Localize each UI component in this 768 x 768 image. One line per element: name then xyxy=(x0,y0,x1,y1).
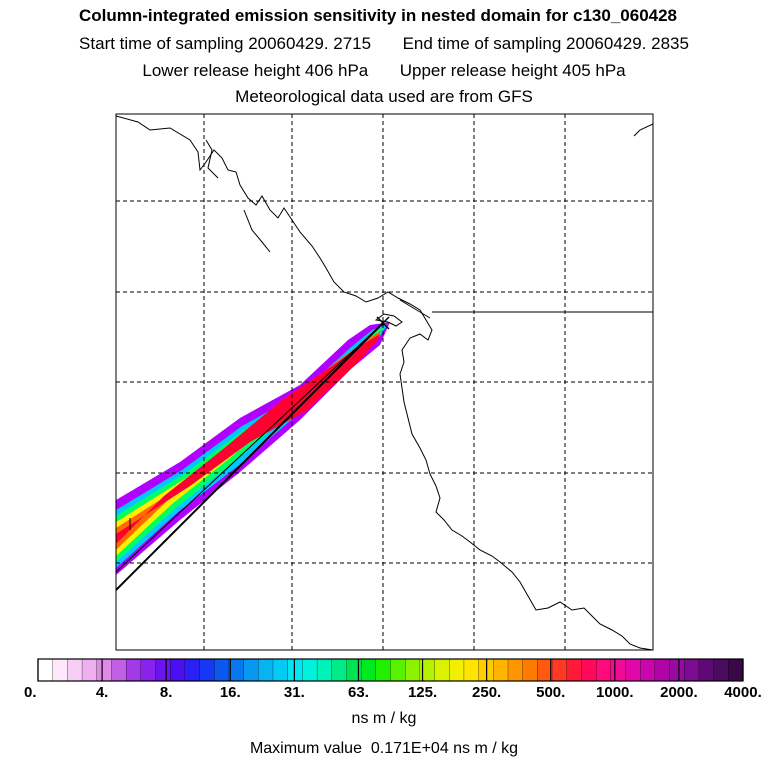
end-value: 20060429. 2835 xyxy=(566,34,689,53)
colorbar-tick-label: 16. xyxy=(219,684,241,701)
map-canvas xyxy=(115,113,654,651)
max-value-label: Maximum value xyxy=(249,740,362,757)
release-marker-icon xyxy=(376,316,390,330)
colorbar-cell xyxy=(713,658,729,682)
colorbar-tick-label: 1000. xyxy=(596,684,634,701)
grid xyxy=(116,114,653,650)
lower-label: Lower release height xyxy=(142,61,301,80)
colorbar-cell xyxy=(302,658,318,682)
colorbar-cell xyxy=(625,658,641,682)
colorbar-cell xyxy=(140,658,156,682)
colorbar-cell xyxy=(449,658,465,682)
colorbar-cell xyxy=(537,658,553,682)
colorbar-cell xyxy=(199,658,215,682)
met-note: Meteorological data used are from GFS xyxy=(235,87,533,106)
colorbar-cell xyxy=(111,658,127,682)
colorbar-cell xyxy=(405,658,421,682)
colorbar-cell xyxy=(684,658,700,682)
colorbar-cell xyxy=(228,658,245,682)
colorbar-cell xyxy=(67,658,83,682)
colorbar-tick-label: 0. xyxy=(24,684,37,701)
colorbar-cell xyxy=(698,658,715,682)
colorbar-tick-label: 2000. xyxy=(660,684,698,701)
upper-label: Upper release height xyxy=(399,61,558,80)
lower-value: 406 hPa xyxy=(304,61,369,80)
upper-value: 405 hPa xyxy=(562,61,626,80)
colorbar-tick-label: 125. xyxy=(407,684,438,701)
colorbar-tick-label: 500. xyxy=(536,684,566,701)
colorbar-cell xyxy=(640,658,656,682)
colorbar-cell xyxy=(375,658,391,682)
colorbar-cell xyxy=(390,658,406,682)
sampling-times: Start time of sampling 20060429. 2715 En… xyxy=(0,34,768,54)
colorbar-tick-label: 4. xyxy=(95,684,109,701)
colorbar-cell xyxy=(728,658,744,682)
colorbar-cell xyxy=(37,658,54,682)
colorbar-cell xyxy=(463,658,480,682)
coastline xyxy=(116,115,653,650)
colorbar-cell xyxy=(243,658,259,682)
colorbar-tick-label: 4000. xyxy=(724,684,762,701)
colorbar-cell xyxy=(346,658,362,682)
colorbar-cell xyxy=(522,658,538,682)
colorbar-cell xyxy=(610,658,626,682)
map-title: Column-integrated emission sensitivity i… xyxy=(78,6,678,25)
trajectory-lines xyxy=(116,322,384,591)
colorbar-cell xyxy=(155,658,171,682)
colorbar-cell xyxy=(654,658,671,682)
map-frame xyxy=(115,113,654,651)
plume-band-6 xyxy=(116,334,380,544)
colorbar-cell xyxy=(669,658,685,682)
release-heights: Lower release height 406 hPa Upper relea… xyxy=(0,61,768,81)
colorbar-cell xyxy=(214,658,230,682)
colorbar-cell xyxy=(507,658,524,682)
colorbar-cell xyxy=(551,658,568,682)
colorbar-cell xyxy=(125,658,142,682)
colorbar-cell xyxy=(360,658,377,682)
colorbar-cell xyxy=(52,658,68,682)
end-label: End time of sampling xyxy=(402,34,562,53)
colorbar-cell xyxy=(272,658,289,682)
colorbar-cell xyxy=(493,658,509,682)
colorbar-cell xyxy=(258,658,274,682)
colorbar-cell xyxy=(581,658,597,682)
colorbar-cell xyxy=(566,658,582,682)
colorbar-cell xyxy=(434,658,450,682)
max-value-number: 0.171E+04 ns m / kg xyxy=(370,740,519,757)
colorbar-units: ns m / kg xyxy=(351,710,417,727)
max-value: Maximum value 0.171E+04 ns m / kg xyxy=(0,740,768,758)
colorbar-cell xyxy=(170,658,186,682)
colorbar-tick-label: 8. xyxy=(159,684,173,701)
colorbar-cell xyxy=(331,658,347,682)
colorbar-tick-label: 250. xyxy=(472,684,502,701)
colorbar-cell xyxy=(287,658,303,682)
colorbar-cell xyxy=(96,658,112,682)
colorbar-cell xyxy=(595,658,612,682)
start-label: Start time of sampling xyxy=(79,34,244,53)
start-value: 20060429. 2715 xyxy=(248,34,372,53)
colorbar-tick-label: 63. xyxy=(348,684,369,701)
colorbar-tick-label: 31. xyxy=(283,684,305,701)
colorbar-cell xyxy=(316,658,333,682)
colorbar-cell xyxy=(184,658,201,682)
colorbar-cell xyxy=(81,658,98,682)
